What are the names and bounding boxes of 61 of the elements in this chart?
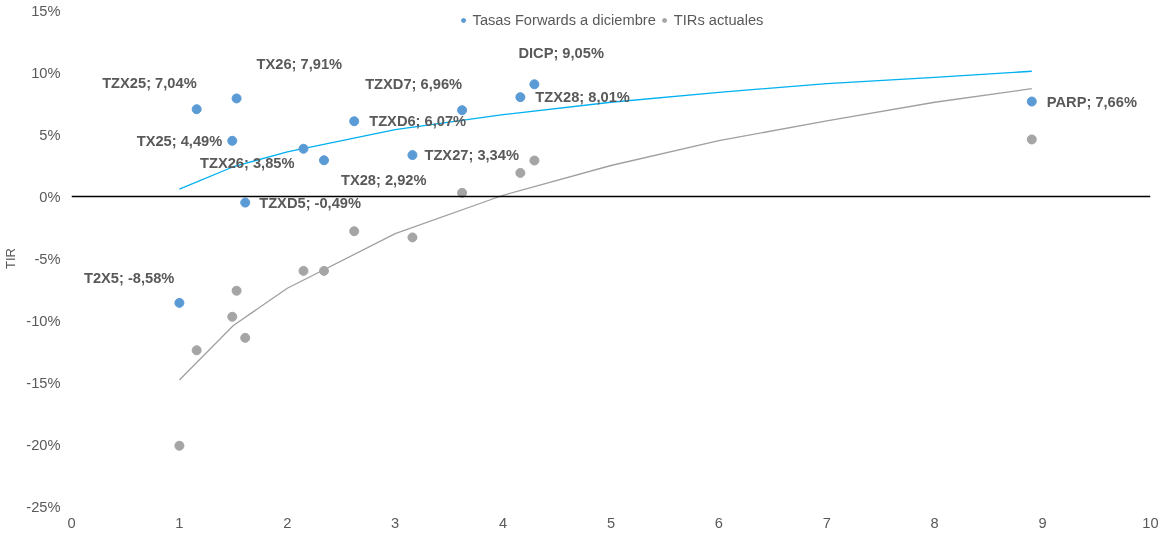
x-tick-label: 10 xyxy=(1142,514,1159,531)
point xyxy=(457,105,468,116)
data-label: TZX26; 3,85% xyxy=(199,154,295,171)
point xyxy=(191,104,202,115)
point xyxy=(1026,134,1037,145)
point xyxy=(298,143,309,154)
y-tick-label: -25% xyxy=(26,498,61,515)
x-tick-label: 3 xyxy=(391,514,400,531)
point xyxy=(191,345,202,356)
data-label: TZX27; 3,34% xyxy=(424,147,519,164)
data-label: TZX25; 7,04% xyxy=(102,75,197,92)
point xyxy=(231,285,242,296)
data-label: PARP; 7,66% xyxy=(1046,93,1137,110)
point xyxy=(231,93,242,104)
y-tick-label: -15% xyxy=(26,374,61,391)
point xyxy=(227,311,238,322)
x-tick-label: 5 xyxy=(606,514,616,531)
legend-label: TIRs actuales xyxy=(673,12,764,28)
y-tick-label: 5% xyxy=(39,126,61,143)
point xyxy=(174,440,185,451)
point xyxy=(529,155,540,166)
x-tick-label: 1 xyxy=(175,514,184,531)
y-tick-label: -10% xyxy=(26,312,61,329)
point xyxy=(349,116,360,127)
point xyxy=(407,150,418,161)
data-label: TX25; 4,49% xyxy=(136,132,223,149)
x-tick-label: 2 xyxy=(283,514,292,531)
data-label: TZXD5; -0,49% xyxy=(259,194,362,211)
point xyxy=(515,167,526,178)
data-label: DICP; 9,05% xyxy=(518,45,604,62)
y-tick-label: -20% xyxy=(26,436,61,453)
x-tick-label: 0 xyxy=(67,514,76,531)
point xyxy=(349,226,360,237)
point xyxy=(318,155,329,166)
point xyxy=(240,197,251,208)
point xyxy=(457,187,468,198)
y-axis-title: TIR xyxy=(3,248,19,269)
x-tick-label: 4 xyxy=(499,514,508,531)
legend-label: Tasas Forwards a diciembre xyxy=(472,12,656,28)
point xyxy=(529,79,540,90)
point xyxy=(1026,96,1037,107)
point xyxy=(174,297,185,308)
y-tick-label: 0% xyxy=(39,188,61,205)
point xyxy=(515,92,526,103)
data-label: TX28; 2,92% xyxy=(340,172,427,189)
data-label: TZXD7; 6,96% xyxy=(365,76,463,93)
data-label: T2X5; -8,58% xyxy=(83,269,175,286)
point xyxy=(240,332,251,343)
point xyxy=(407,232,418,243)
point xyxy=(298,265,309,276)
point xyxy=(318,265,329,276)
y-tick-label: 10% xyxy=(31,64,61,81)
x-tick-label: 8 xyxy=(930,514,939,531)
y-tick-label: -5% xyxy=(34,250,61,267)
x-tick-label: 9 xyxy=(1038,514,1047,531)
x-tick-label: 7 xyxy=(822,514,831,531)
data-label: TZX28; 8,01% xyxy=(535,89,630,106)
y-tick-label: 15% xyxy=(31,2,61,19)
data-label: TX26; 7,91% xyxy=(256,56,343,73)
x-tick-label: 6 xyxy=(714,514,723,531)
point xyxy=(227,135,238,146)
